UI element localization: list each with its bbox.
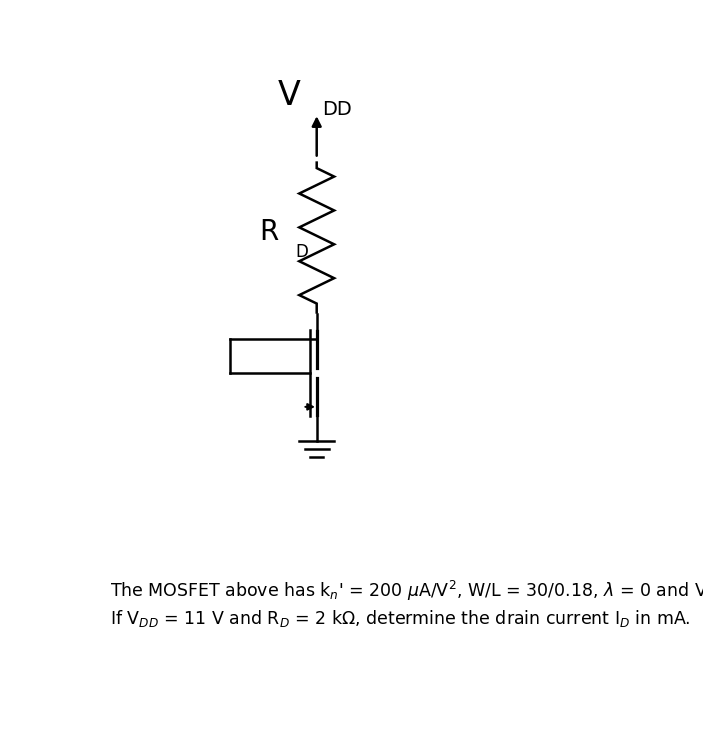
- Text: V: V: [278, 78, 300, 111]
- Text: R: R: [259, 218, 278, 246]
- Text: D: D: [295, 243, 308, 261]
- Text: If V$_{DD}$ = 11 V and R$_D$ = 2 k$\Omega$, determine the drain current I$_D$ in: If V$_{DD}$ = 11 V and R$_D$ = 2 k$\Omeg…: [110, 608, 690, 629]
- Text: DD: DD: [322, 100, 352, 119]
- Text: The MOSFET above has k$_n$' = 200 $\mu$A/V$^2$, W/L = 30/0.18, $\lambda$ = 0 and: The MOSFET above has k$_n$' = 200 $\mu$A…: [110, 579, 703, 603]
